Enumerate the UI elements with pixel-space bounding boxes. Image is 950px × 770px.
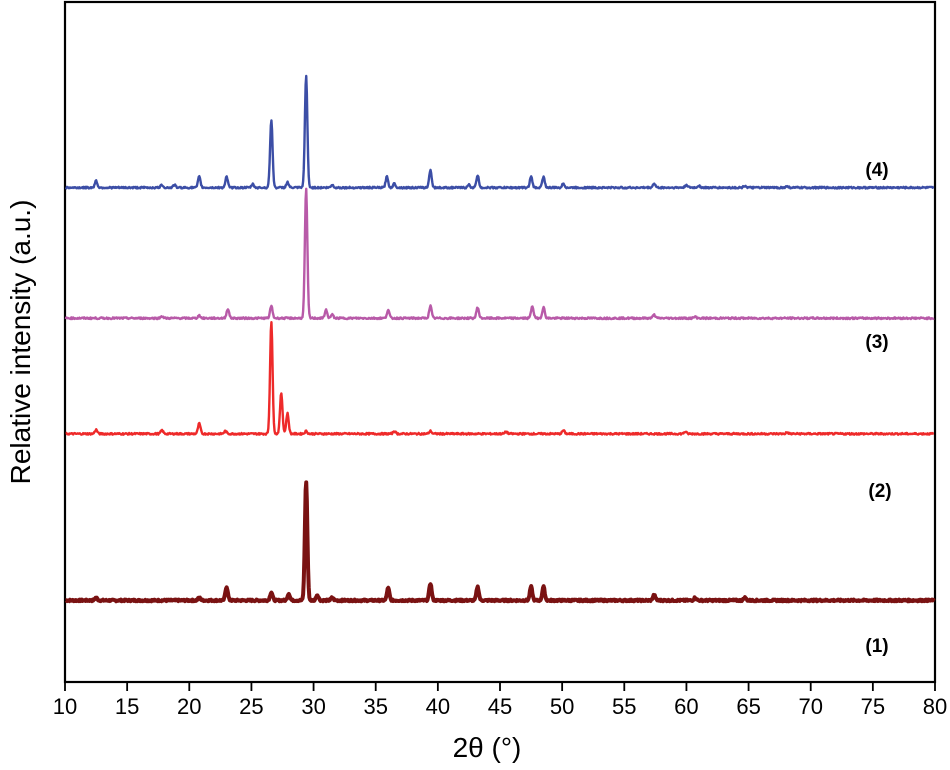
x-tick-label: 25 bbox=[239, 694, 263, 719]
series-label-4: (4) bbox=[865, 160, 888, 181]
series-line-3 bbox=[64, 187, 935, 321]
x-tick-label: 10 bbox=[53, 694, 77, 719]
x-tick-label: 30 bbox=[301, 694, 325, 719]
x-tick-label: 55 bbox=[612, 694, 636, 719]
series-label-2: (2) bbox=[868, 481, 891, 502]
plot-frame bbox=[63, 0, 937, 684]
series-line-4 bbox=[64, 74, 935, 190]
x-tick-label: 80 bbox=[923, 694, 947, 719]
series-label-3: (3) bbox=[865, 332, 888, 353]
x-tick-label: 45 bbox=[488, 694, 512, 719]
x-tick-label: 60 bbox=[674, 694, 698, 719]
y-axis-title: Relative intensity (a.u.) bbox=[5, 200, 36, 485]
x-tick-label: 50 bbox=[550, 694, 574, 719]
x-tick-label: 20 bbox=[177, 694, 201, 719]
series-line-2 bbox=[65, 320, 935, 436]
series-label-1: (1) bbox=[865, 636, 888, 657]
x-tick-label: 70 bbox=[798, 694, 822, 719]
x-tick-label: 35 bbox=[363, 694, 387, 719]
x-tick-label: 40 bbox=[426, 694, 450, 719]
x-tick-label: 65 bbox=[736, 694, 760, 719]
x-tick-layer: 10 15 20 25 30 35 40 45 50 55 60 65 70 75 80 bbox=[53, 682, 947, 719]
x-tick-label: 75 bbox=[861, 694, 885, 719]
x-tick-label: 15 bbox=[115, 694, 139, 719]
series-label-layer: (1) (2) (3) (4) bbox=[865, 160, 891, 657]
series-line-1 bbox=[64, 480, 936, 604]
series-layer bbox=[64, 74, 936, 604]
x-axis-title: 2θ (°) bbox=[453, 732, 522, 763]
